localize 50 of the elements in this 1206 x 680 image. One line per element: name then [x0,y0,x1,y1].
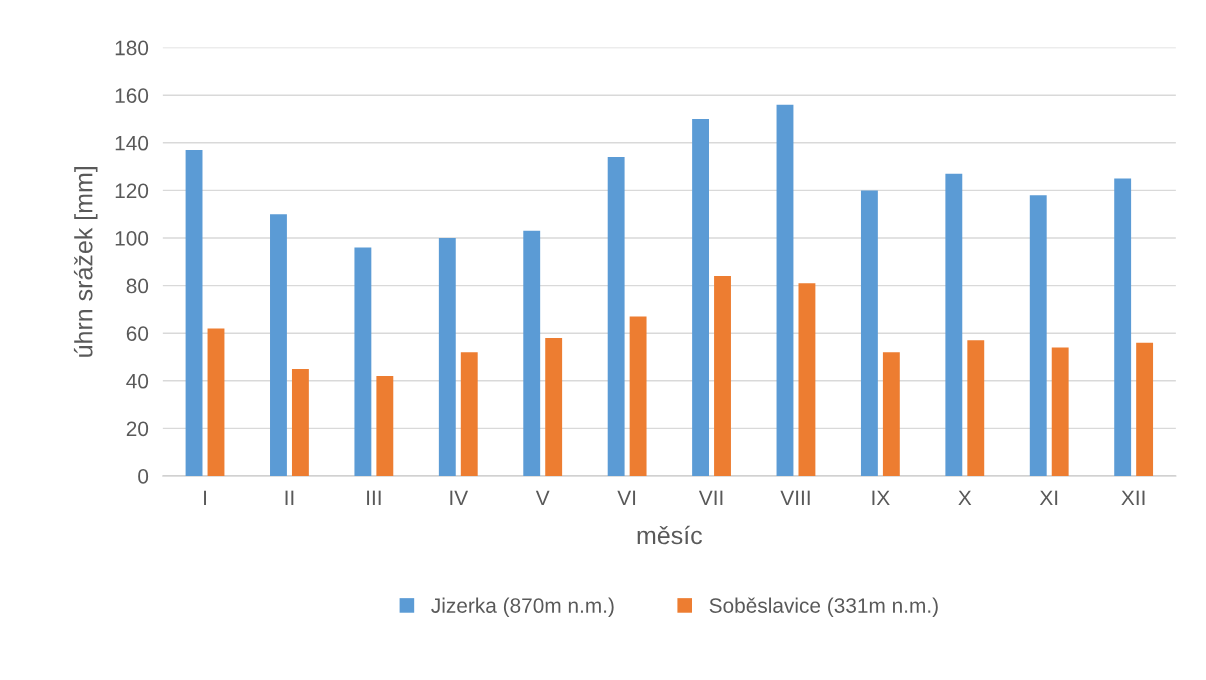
bar [692,119,710,476]
bar [967,340,985,476]
bar [607,157,625,476]
x-tick-label: VIII [780,490,810,505]
bar [714,276,731,476]
x-axis-title: měsíc [637,525,703,545]
bar [291,368,309,476]
bar [523,230,541,476]
bar [776,104,794,476]
bar [1051,347,1069,476]
x-tick-label: X [958,490,972,505]
bar [1136,342,1154,476]
x-tick-label: I [204,490,206,505]
bar [354,247,372,476]
bar [629,316,647,476]
y-tick-label: 80 [126,278,149,294]
bar [882,352,900,476]
y-tick-label: 100 [115,231,149,246]
bar [1029,195,1047,476]
bar [860,190,878,476]
y-tick-label: 20 [126,421,149,437]
bar [460,352,478,476]
y-tick-label: 60 [126,326,149,341]
y-tick-label: 140 [115,135,149,151]
x-tick-label: VI [617,490,636,505]
x-tick-label: XI [1039,490,1058,505]
x-tick-label: III [367,490,381,505]
y-tick-label: 160 [115,88,149,103]
bar [376,376,394,476]
y-tick-label: 120 [115,183,149,199]
y-tick-label: 180 [115,40,149,56]
legend-label: Jizerka (870m n.m.) [431,597,614,618]
bar [270,214,287,476]
bar [545,337,563,476]
x-tick-label: V [535,490,550,505]
x-tick-label: IV [450,490,469,505]
bar [438,238,456,476]
bar [798,283,816,476]
x-tick-label: II [285,490,294,505]
x-tick-label: XII [1121,490,1145,505]
bar [1114,178,1132,476]
bar [185,149,203,476]
bar [207,328,225,476]
y-tick-label: 40 [126,373,149,389]
x-tick-label: IX [872,490,890,505]
legend-label: Soběslavice (331m n.m.) [709,597,938,618]
bar [945,173,963,476]
y-axis-title: úhrn srážek [mm] [73,167,98,357]
y-tick-label: 0 [138,469,149,484]
x-tick-label: VII [698,490,723,505]
